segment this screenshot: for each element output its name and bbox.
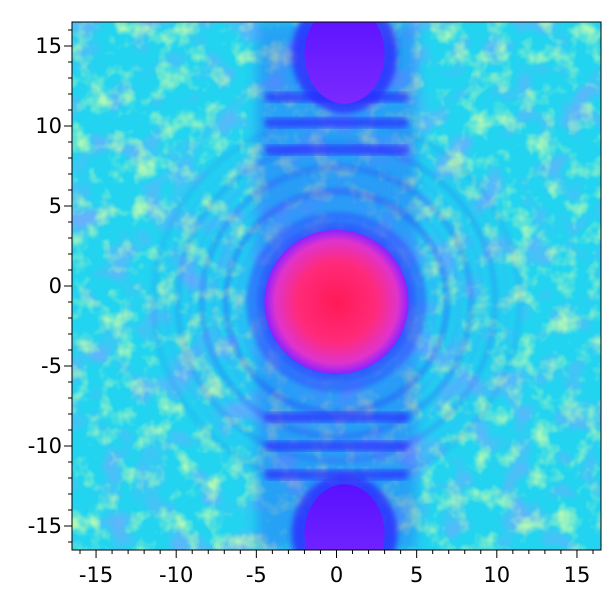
lower-lobe [304, 484, 385, 550]
y-tick-label: -5 [41, 354, 62, 378]
ripple-ring [211, 176, 462, 428]
heatmap-features [238, 22, 435, 550]
x-tick-label: -15 [79, 563, 113, 587]
ripple-stripe [264, 469, 409, 480]
ripple-ring [175, 140, 498, 464]
x-tick-label: 5 [410, 563, 423, 587]
x-axis: -15 -10 -5 0 5 10 15 [79, 550, 594, 587]
x-tick-label: 10 [483, 563, 510, 587]
ripple-stripe [264, 441, 409, 451]
y-tick-label: 15 [35, 34, 62, 58]
upper-lobe [304, 22, 385, 104]
ripple-stripe [264, 412, 409, 423]
x-tick-label: 0 [330, 563, 343, 587]
x-tick-label: 15 [564, 563, 591, 587]
plot-area [72, 22, 601, 550]
ripple-ring [235, 200, 438, 404]
x-tick-label: -5 [246, 563, 267, 587]
y-tick-label: 0 [49, 274, 62, 298]
central-peak [264, 229, 409, 375]
y-axis: 15 10 5 0 -5 -10 -15 [28, 29, 72, 543]
x-tick-label: -10 [159, 563, 193, 587]
y-tick-label: -10 [28, 434, 62, 458]
ripple-stripe [264, 117, 409, 128]
ripple-ring [199, 164, 474, 440]
y-tick-label: 10 [35, 114, 62, 138]
y-tick-label: -15 [28, 514, 62, 538]
y-tick-label: 5 [49, 194, 62, 218]
ripple-stripe [264, 145, 409, 155]
